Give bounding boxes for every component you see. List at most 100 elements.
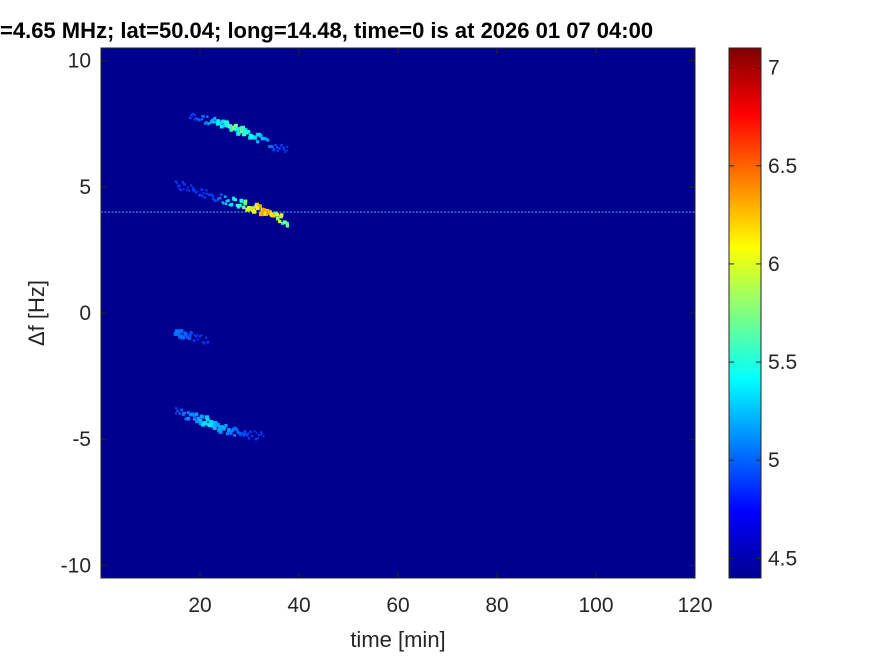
colorbar-tick-label: 5.5 (768, 351, 797, 374)
streak-pixel (255, 432, 258, 435)
streak-pixel (207, 193, 211, 196)
x-tick-label: 60 (386, 594, 409, 617)
colorbar-ticks: 7 6.5 6 5.5 5 4.5 (729, 57, 797, 570)
streak-pixel (243, 201, 248, 206)
streak-pixel (242, 205, 246, 210)
streak-pixel (232, 198, 236, 201)
streak-pixel (233, 123, 238, 128)
colorbar-tick-label: 6.5 (768, 155, 797, 178)
streak-pixel (206, 115, 209, 118)
streak-pixel (208, 420, 214, 425)
streak-pixel (266, 138, 270, 142)
streak-pixel (272, 148, 276, 152)
streak-pixel (205, 121, 208, 124)
streak-pixel (195, 335, 198, 338)
streak-pixel (262, 136, 266, 141)
streak-pixel (223, 195, 227, 198)
streak-pixel (208, 423, 212, 427)
streak-pixel (186, 416, 191, 421)
streak-pixel (219, 124, 224, 129)
streak-pixel (212, 195, 215, 198)
streak-pixel (183, 183, 186, 186)
streak-pixel (283, 148, 286, 151)
streak-pixel (195, 420, 199, 424)
streak-pixel (256, 140, 260, 144)
streak-pixel (189, 331, 192, 334)
streak-pixel (285, 224, 290, 228)
streak-pixel (216, 198, 219, 201)
streak-pixel (202, 421, 207, 426)
streak-pixel (196, 190, 199, 193)
streak-pixel (286, 149, 288, 152)
streak-pixel (178, 412, 181, 415)
streak-pixel (258, 204, 262, 208)
streak-pixel (200, 188, 204, 192)
streak-pixel (201, 341, 204, 344)
streak-pixel (243, 128, 248, 133)
streak-pixel (186, 411, 190, 415)
streak-pixel (198, 335, 202, 338)
streak-pixel (222, 426, 226, 430)
chart-title: =4.65 MHz; lat=50.04; long=14.48, time=0… (0, 18, 653, 43)
streak-pixel (218, 196, 222, 200)
streak-pixel (187, 336, 192, 341)
streak-pixel (230, 429, 234, 433)
streak-pixel (242, 433, 246, 437)
streak-pixel (253, 135, 257, 140)
streak-pixel (194, 116, 197, 119)
streak-pixel (209, 120, 214, 124)
streak-pixel (234, 198, 237, 202)
streak-pixel (199, 414, 204, 419)
streak-pixel (244, 130, 249, 135)
streak-pixel (249, 430, 252, 433)
streak-pixel (227, 428, 231, 432)
streak-pixel (272, 214, 276, 218)
plot-area (100, 47, 696, 579)
streak-pixel (246, 130, 251, 134)
streak-pixel (198, 193, 201, 197)
streak-pixel (225, 432, 230, 436)
streak-pixel (240, 125, 245, 131)
streak-pixel (185, 188, 188, 191)
streak-pixel (254, 438, 258, 441)
streak-pixel (197, 338, 199, 341)
streak-pixel (212, 120, 215, 124)
y-tick-label: -10 (61, 554, 91, 577)
streak-pixel (180, 189, 183, 192)
colorbar-tick-label: 5 (768, 449, 780, 472)
streak-pixel (222, 201, 225, 205)
streak-pixel (213, 198, 216, 202)
streak-pixel (213, 421, 218, 426)
streak-pixel (184, 417, 188, 421)
streak-pixel (247, 205, 251, 210)
streak-pixel (181, 335, 186, 339)
streak-pixel (285, 222, 289, 226)
streak-pixel (286, 145, 289, 148)
streak-pixel (229, 202, 234, 207)
streak-pixel (253, 430, 256, 433)
streak-pixel (243, 199, 248, 204)
x-tick-label: 100 (578, 594, 613, 617)
streak-pixel (258, 434, 261, 436)
x-axis-ticks: 20 40 60 80 100 120 (188, 48, 713, 617)
streak-pixel (251, 435, 254, 438)
streak-pixel (236, 205, 240, 209)
streak-pixel (259, 134, 263, 138)
streak-pixel (188, 189, 191, 192)
streak-pixel (205, 417, 210, 422)
streak-pixel (176, 329, 180, 334)
streak-pixel (276, 146, 279, 149)
streak-pixel (203, 196, 207, 199)
streak-pixel (198, 421, 203, 426)
x-tick-label: 40 (287, 594, 310, 617)
streak-pixel (242, 131, 247, 137)
streak-pixel (220, 193, 223, 196)
streak-pixel (278, 219, 282, 224)
streak-pixel (239, 433, 242, 437)
streak-pixel (176, 182, 179, 185)
y-tick-label: 5 (79, 176, 91, 199)
streak-pixel (226, 199, 230, 203)
streak-pixel (178, 184, 181, 187)
streak-pixel (263, 211, 269, 216)
